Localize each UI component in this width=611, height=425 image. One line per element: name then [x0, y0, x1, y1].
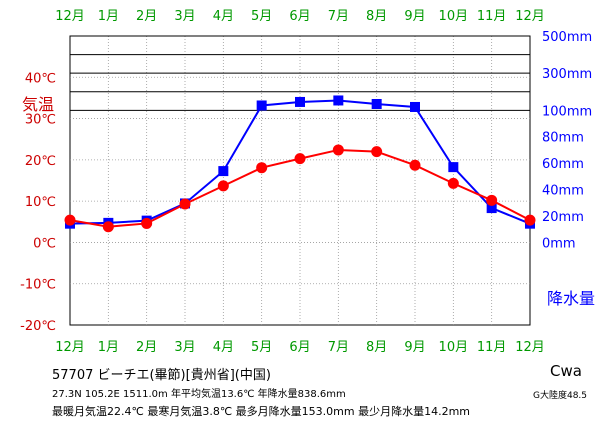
month-label: 11月 — [477, 340, 507, 355]
temperature-axis-ticks: 40℃ 30℃ 20℃ 10℃ 0℃ -10℃ -20℃ — [20, 71, 56, 334]
precipitation-tick-label: 80mm — [542, 131, 584, 146]
month-label: 2月 — [136, 340, 157, 355]
temperature-point — [102, 221, 114, 233]
month-label: 8月 — [366, 340, 387, 355]
month-label: 3月 — [174, 9, 195, 24]
temperature-point — [294, 153, 306, 165]
month-label: 9月 — [404, 340, 425, 355]
temperature-point — [486, 194, 498, 206]
precipitation-tick-label: 60mm — [542, 157, 584, 172]
temperature-tick-label: 20℃ — [25, 154, 56, 169]
temperature-point — [179, 198, 191, 210]
precipitation-tick-label: 500mm — [542, 30, 592, 45]
month-label: 7月 — [328, 340, 349, 355]
precipitation-point — [218, 166, 229, 177]
temperature-series — [64, 144, 536, 233]
temperature-tick-label: 40℃ — [25, 71, 56, 86]
temperature-axis-title: 気温 — [22, 95, 54, 114]
month-label: 12月 — [515, 9, 545, 24]
climate-classification: Cwa — [550, 362, 582, 380]
month-label: 9月 — [404, 9, 425, 24]
month-label: 11月 — [477, 9, 507, 24]
temperature-point — [332, 144, 344, 156]
precipitation-point — [410, 101, 420, 112]
precipitation-point — [333, 95, 344, 106]
continentality-index: G大陸度48.5 — [533, 391, 588, 401]
precipitation-tick-label: 20mm — [542, 210, 584, 225]
temperature-point — [256, 162, 268, 174]
precipitation-point — [295, 96, 305, 107]
month-label: 2月 — [136, 9, 157, 24]
month-label: 4月 — [213, 9, 234, 24]
temperature-tick-label: -10℃ — [20, 278, 56, 293]
temperature-point — [524, 214, 536, 226]
month-label: 3月 — [174, 340, 195, 355]
precipitation-tick-label: 100mm — [542, 104, 592, 119]
precipitation-tick-label: 40mm — [542, 184, 584, 199]
precipitation-axis-title: 降水量 — [547, 289, 595, 308]
temperature-tick-label: 30℃ — [25, 113, 56, 128]
month-label: 8月 — [366, 9, 387, 24]
precipitation-point — [371, 98, 382, 109]
temperature-point — [141, 217, 153, 229]
month-labels-bottom: 12月 1月 2月 3月 4月 5月 6月 7月 8月 9月 10月 11月 12月 — [55, 340, 545, 355]
station-name: 57707 ビーチエ(畢節)[貴州省](中国) — [52, 368, 271, 383]
precipitation-point — [448, 162, 459, 173]
temperature-point — [371, 146, 383, 158]
month-label: 10月 — [439, 9, 469, 24]
month-label: 10月 — [439, 340, 469, 355]
chart-grid — [69, 35, 531, 326]
temperature-tick-label: 10℃ — [25, 195, 56, 210]
month-label: 4月 — [213, 340, 234, 355]
temperature-point — [64, 214, 76, 226]
precipitation-tick-label: 0mm — [542, 236, 576, 251]
temperature-point — [447, 177, 459, 189]
precipitation-point — [256, 100, 267, 111]
precipitation-axis-ticks: 500mm 300mm 100mm 80mm 60mm 40mm 20mm 0mm — [542, 30, 592, 251]
month-label: 1月 — [98, 9, 119, 24]
temperature-tick-label: 0℃ — [33, 236, 56, 251]
month-label: 6月 — [289, 340, 310, 355]
station-coordinates: 27.3N 105.2E 1511.0m 年平均気温13.6℃ 年降水量838.… — [52, 389, 346, 400]
month-label: 6月 — [289, 9, 310, 24]
month-label: 12月 — [55, 9, 85, 24]
temperature-point — [409, 159, 421, 171]
month-label: 5月 — [251, 340, 272, 355]
month-label: 12月 — [515, 340, 545, 355]
month-label: 5月 — [251, 9, 272, 24]
month-labels-top: 12月 1月 2月 3月 4月 5月 6月 7月 8月 9月 10月 11月 12月 — [55, 9, 545, 24]
month-label: 12月 — [55, 340, 85, 355]
station-extremes: 最暖月気温22.4℃ 最寒月気温3.8℃ 最多月降水量153.0mm 最少月降水… — [52, 405, 471, 418]
temperature-tick-label: -20℃ — [20, 319, 56, 334]
month-label: 7月 — [328, 9, 349, 24]
temperature-point — [217, 180, 229, 192]
precipitation-point — [486, 203, 497, 214]
precipitation-tick-label: 300mm — [542, 67, 592, 82]
month-label: 1月 — [98, 340, 119, 355]
